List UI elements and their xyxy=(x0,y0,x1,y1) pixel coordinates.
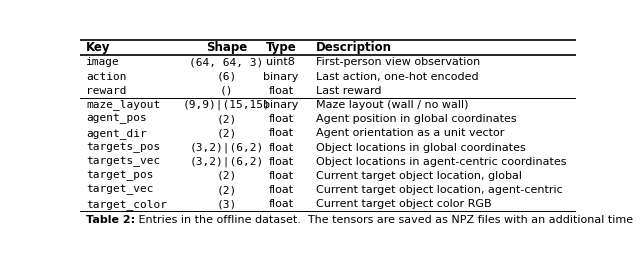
Text: binary: binary xyxy=(263,100,299,110)
Text: targets_pos: targets_pos xyxy=(86,142,160,153)
Text: image: image xyxy=(86,58,120,68)
Text: float: float xyxy=(268,143,294,153)
Text: Maze layout (wall / no wall): Maze layout (wall / no wall) xyxy=(316,100,468,110)
Text: target_color: target_color xyxy=(86,199,167,210)
Text: Agent orientation as a unit vector: Agent orientation as a unit vector xyxy=(316,128,504,138)
Text: Description: Description xyxy=(316,41,392,54)
Text: Current target object color RGB: Current target object color RGB xyxy=(316,199,492,209)
Text: float: float xyxy=(268,114,294,124)
Text: float: float xyxy=(268,185,294,195)
Text: target_vec: target_vec xyxy=(86,185,154,195)
Text: float: float xyxy=(268,199,294,209)
Text: (): () xyxy=(220,86,233,96)
Text: (6): (6) xyxy=(216,72,236,82)
Text: (64, 64, 3): (64, 64, 3) xyxy=(189,58,264,68)
Text: Current target object location, agent-centric: Current target object location, agent-ce… xyxy=(316,185,563,195)
Text: reward: reward xyxy=(86,86,127,96)
Text: (3,2)|(6,2): (3,2)|(6,2) xyxy=(189,157,264,167)
Text: float: float xyxy=(268,128,294,138)
Text: float: float xyxy=(268,157,294,167)
Text: maze_layout: maze_layout xyxy=(86,100,160,111)
Text: targets_vec: targets_vec xyxy=(86,157,160,167)
Text: Last reward: Last reward xyxy=(316,86,381,96)
Text: (3,2)|(6,2): (3,2)|(6,2) xyxy=(189,142,264,153)
Text: Shape: Shape xyxy=(205,41,247,54)
Text: Current target object location, global: Current target object location, global xyxy=(316,171,522,181)
Text: (2): (2) xyxy=(216,185,236,195)
Text: (2): (2) xyxy=(216,114,236,124)
Text: Object locations in global coordinates: Object locations in global coordinates xyxy=(316,143,525,153)
Text: Agent position in global coordinates: Agent position in global coordinates xyxy=(316,114,516,124)
Text: First-person view observation: First-person view observation xyxy=(316,58,480,68)
Text: (2): (2) xyxy=(216,128,236,138)
Text: agent_pos: agent_pos xyxy=(86,114,147,124)
Text: (9,9)|(15,15): (9,9)|(15,15) xyxy=(182,100,270,110)
Text: Object locations in agent-centric coordinates: Object locations in agent-centric coordi… xyxy=(316,157,566,167)
Text: binary: binary xyxy=(263,72,299,82)
Text: target_pos: target_pos xyxy=(86,171,154,181)
Text: action: action xyxy=(86,72,127,82)
Text: Key: Key xyxy=(86,41,111,54)
Text: uint8: uint8 xyxy=(266,58,295,68)
Text: float: float xyxy=(268,86,294,96)
Text: (3): (3) xyxy=(216,199,236,209)
Text: Last action, one-hot encoded: Last action, one-hot encoded xyxy=(316,72,478,82)
Text: Type: Type xyxy=(266,41,296,54)
Text: agent_dir: agent_dir xyxy=(86,128,147,139)
Text: float: float xyxy=(268,171,294,181)
Text: Entries in the offline dataset.  The tensors are saved as NPZ files with an addi: Entries in the offline dataset. The tens… xyxy=(135,215,633,226)
Text: (2): (2) xyxy=(216,171,236,181)
Text: Table 2:: Table 2: xyxy=(86,215,135,226)
